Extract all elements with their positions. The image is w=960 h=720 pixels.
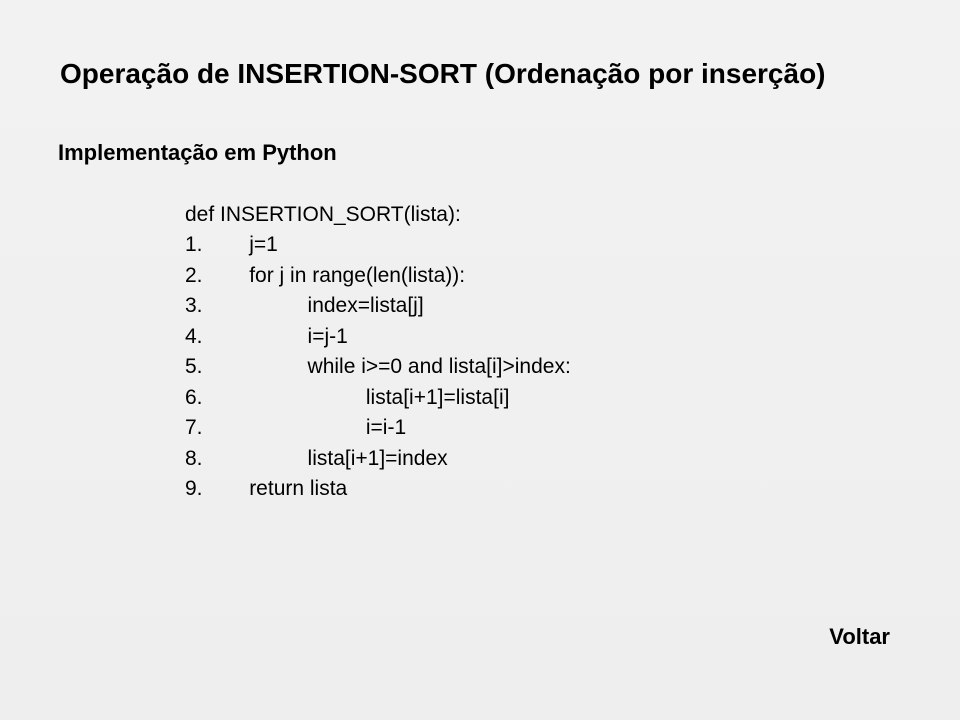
back-link[interactable]: Voltar xyxy=(829,624,890,650)
code-block: def INSERTION_SORT(lista): 1. j=1 2. for… xyxy=(185,200,571,504)
slide: Operação de INSERTION-SORT (Ordenação po… xyxy=(0,0,960,720)
slide-subtitle: Implementação em Python xyxy=(58,140,337,166)
slide-title: Operação de INSERTION-SORT (Ordenação po… xyxy=(60,58,826,90)
